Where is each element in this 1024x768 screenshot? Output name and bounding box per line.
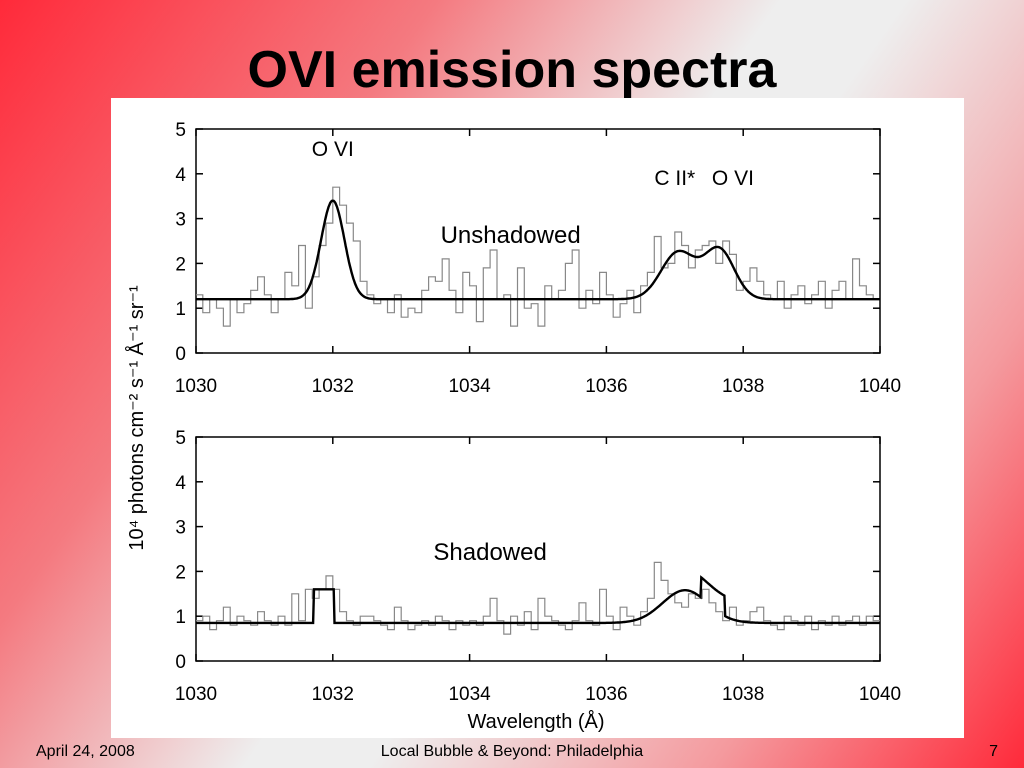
x-tick-label: 1040 [859, 684, 901, 705]
x-tick-label: 1040 [859, 376, 901, 397]
plot-frame [195, 436, 881, 662]
y-tick-label: 1 [175, 299, 186, 320]
line-annotation: O VI [712, 167, 754, 190]
shadowed-panel: 1030 1032 1034 1036 1038 1040 0 1 2 3 4 5 Shadowed [175, 428, 901, 705]
y-tick-label: 3 [175, 210, 186, 231]
y-tick-label: 0 [175, 652, 186, 673]
plot-frame [195, 128, 881, 354]
model-fit-line [196, 575, 880, 625]
slide-title: OVI emission spectra [247, 41, 777, 99]
y-tick-label: 4 [175, 165, 186, 186]
y-tick-label: 0 [175, 344, 186, 365]
x-tick-label: 1034 [448, 376, 491, 397]
line-annotation: O VI [312, 138, 354, 161]
unshadowed-panel: 1030 1032 1034 1036 1038 1040 0 1 2 3 4 5 O VI C II* O… [175, 120, 901, 397]
y-tick-label: 5 [175, 120, 186, 141]
x-axis-label: Wavelength (Å) [467, 710, 604, 733]
y-tick-label: 3 [175, 518, 186, 539]
y-axis-label: 10⁴ photons cm⁻² s⁻¹ Å⁻¹ sr⁻¹ [125, 285, 148, 551]
data-histogram-series [196, 561, 880, 635]
x-tick-label: 1038 [722, 376, 764, 397]
footer-event: Local Bubble & Beyond: Philadelphia [380, 743, 644, 760]
y-tick-label: 2 [175, 254, 186, 275]
footer-page-number: 7 [989, 743, 998, 760]
y-tick-label: 1 [175, 607, 186, 628]
y-tick-label: 5 [175, 428, 186, 449]
x-tick-label: 1030 [175, 684, 217, 705]
y-tick-label: 4 [175, 473, 186, 494]
panel-title-label: Unshadowed [441, 222, 581, 249]
x-tick-label: 1030 [175, 376, 217, 397]
data-histogram-series [196, 186, 880, 327]
x-tick-label: 1036 [585, 684, 627, 705]
figure-panel: 1030 1032 1034 1036 1038 1040 0 1 2 3 4 5 O VI C II* O… [111, 98, 964, 738]
x-tick-label: 1036 [585, 376, 627, 397]
x-tick-label: 1032 [312, 376, 354, 397]
panel-title-label: Shadowed [433, 539, 546, 566]
line-annotation: C II* [654, 167, 695, 190]
x-tick-label: 1034 [448, 684, 491, 705]
y-tick-label: 2 [175, 562, 186, 583]
footer-date: April 24, 2008 [36, 743, 135, 760]
x-tick-label: 1038 [722, 684, 764, 705]
model-fit-line [196, 199, 880, 301]
x-tick-label: 1032 [312, 684, 354, 705]
